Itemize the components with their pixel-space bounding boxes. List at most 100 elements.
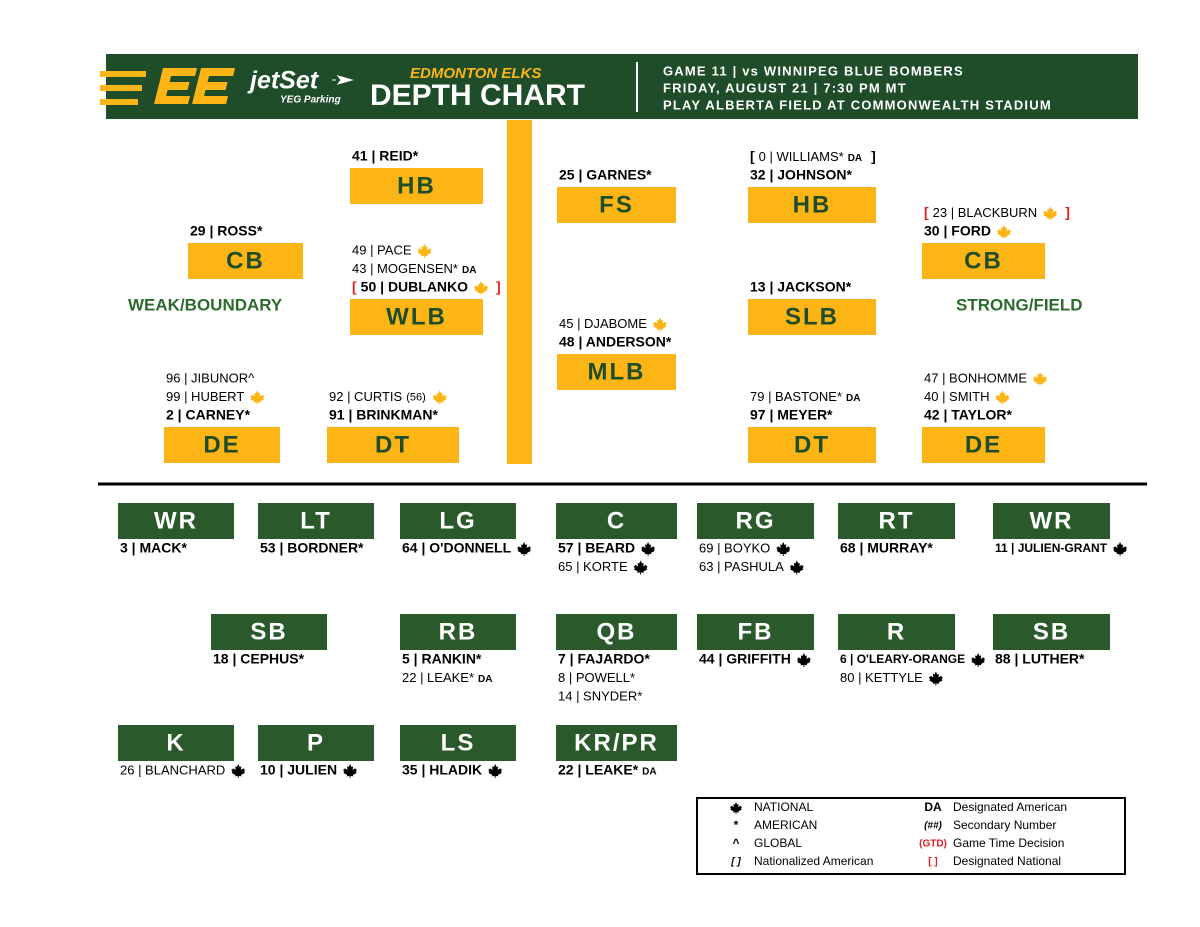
player-name: 11 | JULIEN-GRANT xyxy=(995,541,1108,555)
bracket: ] xyxy=(871,148,876,164)
position-label: DT xyxy=(794,431,830,458)
legend-text: Secondary Number xyxy=(953,818,1056,832)
legend-symbol: * xyxy=(734,818,739,832)
position-label: HB xyxy=(397,172,436,199)
player-name: 96 | JIBUNOR^ xyxy=(166,370,255,385)
legend-box xyxy=(696,797,1126,875)
legend-text: NATIONAL xyxy=(754,800,813,814)
player-name: 79 | BASTONE* xyxy=(750,389,842,404)
team-name: EDMONTON ELKS xyxy=(410,65,541,82)
position-label: RG xyxy=(736,507,776,534)
position-box xyxy=(557,187,676,223)
player-name: 7 | FAJARDO* xyxy=(558,651,650,667)
position-box xyxy=(350,168,483,204)
player-name: 0 | WILLIAMS* xyxy=(759,149,844,164)
player-name: 80 | KETTYLE xyxy=(840,670,923,685)
player-name: 22 | LEAKE* xyxy=(558,762,639,778)
position-box xyxy=(838,614,955,650)
player-name: 22 | LEAKE* xyxy=(402,670,474,685)
player-name: 48 | ANDERSON* xyxy=(559,334,672,350)
national-icon xyxy=(796,653,811,667)
game-info: GAME 11 | vs WINNIPEG BLUE BOMBERS FRIDAY… xyxy=(663,63,1052,112)
position-box xyxy=(350,299,483,335)
position-label: FB xyxy=(738,618,774,645)
game-line: GAME 11 | vs WINNIPEG BLUE BOMBERS xyxy=(663,63,964,78)
national-icon xyxy=(432,390,447,405)
position-label: WLB xyxy=(386,303,447,330)
bracket: ] xyxy=(1065,204,1070,220)
position-label: SLB xyxy=(785,303,839,330)
header-banner xyxy=(106,54,1138,119)
bracket: [ xyxy=(352,279,357,295)
position-label: HB xyxy=(793,191,832,218)
player-name: 40 | SMITH xyxy=(924,389,990,404)
position-box xyxy=(838,503,955,539)
national-icon xyxy=(652,317,667,332)
player-name: 45 | DJABOME xyxy=(559,316,647,331)
player-name: 23 | BLACKBURN xyxy=(933,205,1038,220)
player-name: 13 | JACKSON* xyxy=(750,279,852,295)
national-icon xyxy=(996,225,1011,239)
position-box xyxy=(993,614,1110,650)
position-box xyxy=(556,725,677,761)
player-name: 92 | CURTIS xyxy=(329,389,403,404)
position-label: RT xyxy=(879,507,915,534)
legend-symbol: (GTD) xyxy=(919,839,947,850)
designation: DA xyxy=(848,153,862,164)
sponsor: jetSet xyxy=(247,67,320,95)
stripes xyxy=(100,71,146,105)
position-box xyxy=(748,427,876,463)
national-icon xyxy=(776,542,791,556)
designation: DA xyxy=(642,767,656,778)
player-name: 41 | REID* xyxy=(352,148,419,164)
player-name: 5 | RANKIN* xyxy=(402,651,482,667)
national-icon xyxy=(789,560,804,575)
national-icon xyxy=(633,560,648,575)
player-name: 35 | HLADIK xyxy=(402,762,482,778)
player-name: 68 | MURRAY* xyxy=(840,540,933,556)
position-label: LS xyxy=(441,729,476,756)
game-line: FRIDAY, AUGUST 21 | 7:30 PM MT xyxy=(663,80,907,95)
legend-text: Nationalized American xyxy=(754,854,873,868)
legend-text: AMERICAN xyxy=(754,818,817,832)
player-name: 47 | BONHOMME xyxy=(924,370,1027,385)
player-name: 26 | BLANCHARD xyxy=(120,762,225,777)
national-icon xyxy=(1113,542,1128,556)
player-name: 29 | ROSS* xyxy=(190,223,263,239)
position-label: DE xyxy=(203,431,240,458)
game-line: PLAY ALBERTA FIELD AT COMMONWEALTH STADI… xyxy=(663,97,1052,112)
player-name: 69 | BOYKO xyxy=(699,540,770,555)
position-box xyxy=(118,725,234,761)
position-label: CB xyxy=(964,247,1003,274)
player-name: 63 | PASHULA xyxy=(699,559,784,574)
position-label: P xyxy=(307,729,325,756)
national-icon xyxy=(971,653,986,667)
player-name: 88 | LUTHER* xyxy=(995,651,1085,667)
national-icon xyxy=(1043,206,1058,221)
legend-text: Game Time Decision xyxy=(953,836,1064,850)
national-icon xyxy=(488,764,503,778)
player-name: 97 | MEYER* xyxy=(750,407,833,423)
position-label: FS xyxy=(599,191,634,218)
position-box xyxy=(748,187,876,223)
secondary-number: (56) xyxy=(406,391,426,403)
legend-symbol: [ ] xyxy=(730,857,741,868)
position-box xyxy=(922,427,1045,463)
position-box xyxy=(258,503,374,539)
sponsor-sub: YEG Parking xyxy=(280,95,341,106)
national-icon xyxy=(730,802,742,814)
position-box xyxy=(556,503,677,539)
position-label: WR xyxy=(1030,507,1074,534)
player-name: 44 | GRIFFITH xyxy=(699,651,791,667)
side-label: WEAK/BOUNDARY xyxy=(128,295,283,314)
player-name: 10 | JULIEN xyxy=(260,762,337,778)
position-box xyxy=(188,243,303,279)
center-bar xyxy=(507,120,532,464)
player-name: 14 | SNYDER* xyxy=(558,688,642,703)
national-icon xyxy=(474,281,489,295)
player-name: 8 | POWELL* xyxy=(558,670,635,685)
player-name: 3 | MACK* xyxy=(120,540,187,556)
national-icon xyxy=(417,244,432,258)
designation: DA xyxy=(462,265,476,276)
